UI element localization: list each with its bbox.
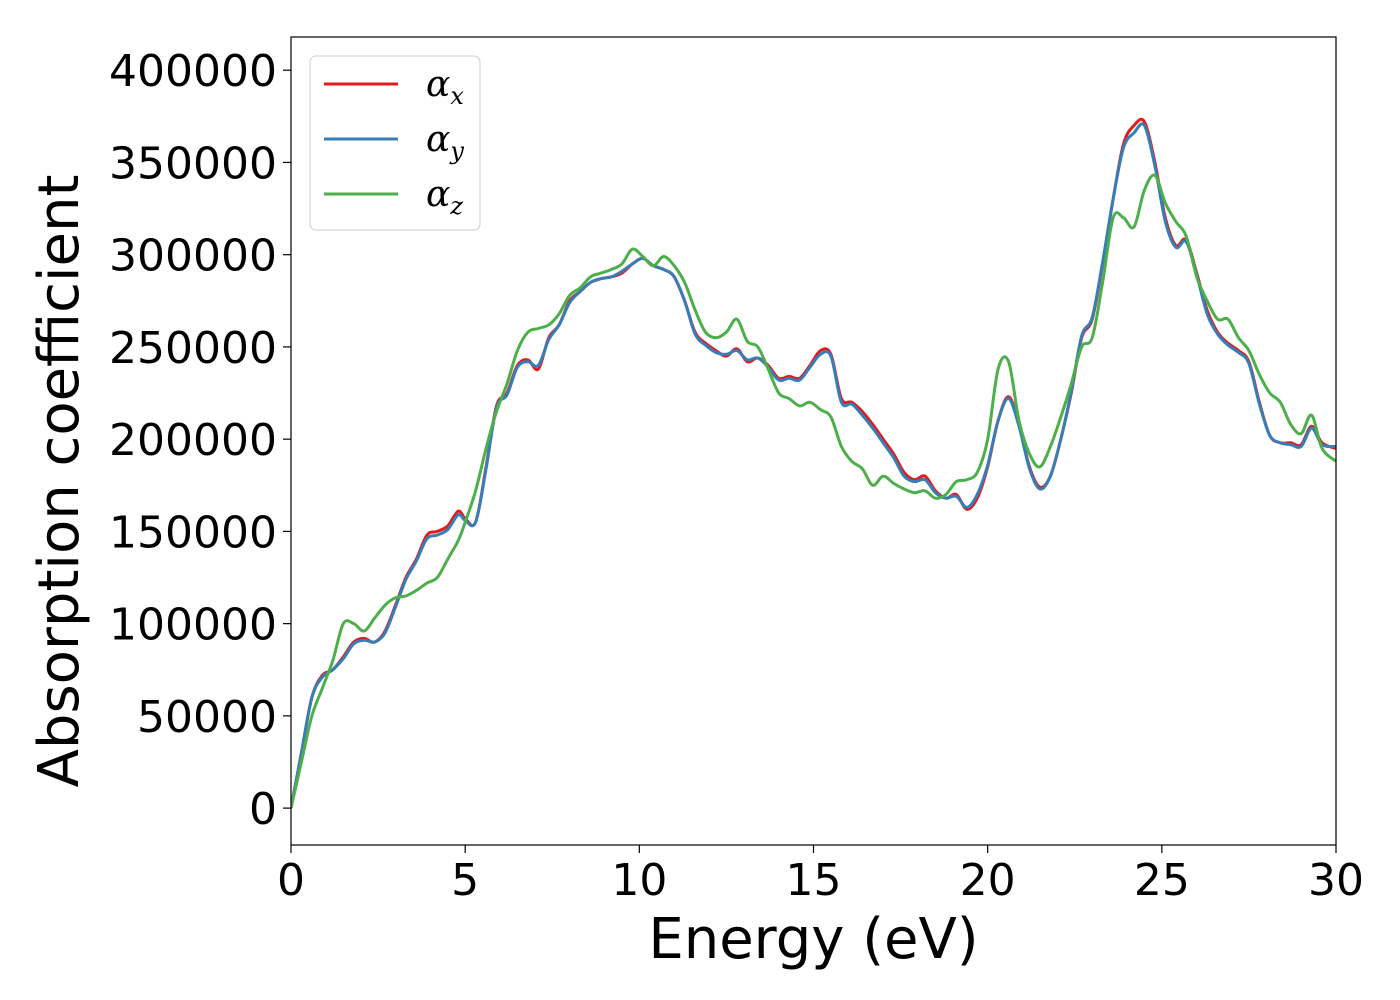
x-tick-label: 0 xyxy=(277,855,305,906)
legend-label-x: αx xyxy=(426,64,464,110)
y-tick-label: 400000 xyxy=(109,46,277,97)
series-layer xyxy=(291,117,1336,809)
legend: αx αy αz xyxy=(309,55,481,231)
legend-box xyxy=(309,55,481,231)
y-tick-label: 300000 xyxy=(109,231,277,282)
y-tick-label: 100000 xyxy=(109,600,277,651)
y-tick-label: 200000 xyxy=(109,415,277,466)
x-tick-label: 10 xyxy=(611,855,667,906)
y-tick-label: 150000 xyxy=(109,507,277,558)
x-tick-label: 25 xyxy=(1134,855,1190,906)
y-axis: 0 50000 100000 150000 200000 250000 300000 3500… xyxy=(109,46,291,835)
y-tick-label: 350000 xyxy=(109,138,277,189)
legend-label-y: αy xyxy=(426,119,464,165)
y-tick-label: 250000 xyxy=(109,323,277,374)
x-tick-label: 30 xyxy=(1308,855,1364,906)
y-axis-label: Absorption coefficient xyxy=(27,175,92,788)
legend-label-z: αz xyxy=(426,174,463,220)
series-line-z xyxy=(291,173,1336,809)
y-tick-label: 0 xyxy=(249,784,277,835)
y-tick-label: 50000 xyxy=(137,692,277,743)
x-tick-label: 15 xyxy=(786,855,842,906)
x-axis-label: Energy (eV) xyxy=(648,907,978,972)
x-tick-label: 20 xyxy=(960,855,1016,906)
x-tick-label: 5 xyxy=(451,855,479,906)
x-axis: 0 5 10 15 20 25 30 xyxy=(277,845,1364,906)
